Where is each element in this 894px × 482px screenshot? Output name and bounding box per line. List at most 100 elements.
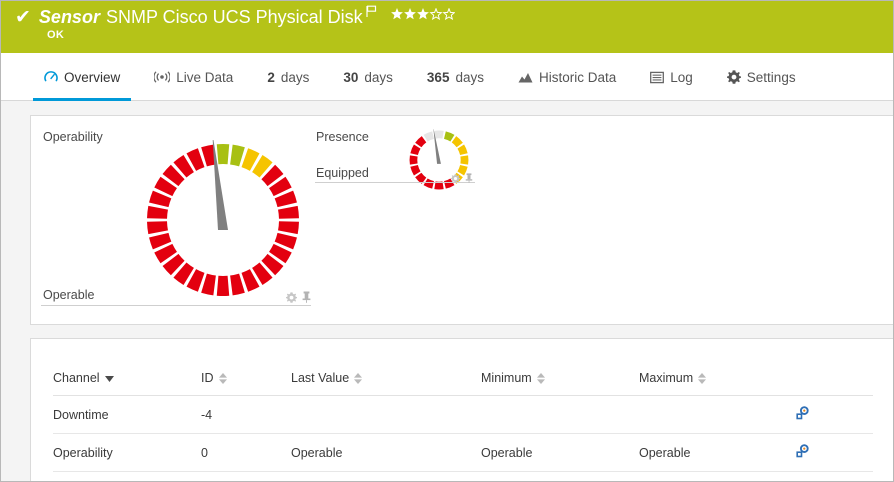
table-row[interactable]: Operability 0 Operable Operable Operable bbox=[53, 433, 873, 472]
gauge-segment bbox=[415, 172, 427, 184]
column-header-last-value[interactable]: Last Value bbox=[291, 365, 481, 396]
cell-maximum: Equipped bbox=[639, 471, 794, 481]
pin-icon[interactable] bbox=[465, 170, 473, 188]
gear-icon[interactable] bbox=[451, 170, 460, 188]
gauge-segment bbox=[252, 155, 273, 178]
gauge-segment bbox=[147, 205, 168, 219]
column-header-id[interactable]: ID bbox=[201, 365, 291, 396]
column-header-maximum-label: Maximum bbox=[639, 371, 694, 385]
gauge-segment bbox=[444, 131, 455, 142]
sensor-header-title-row: ✔ Sensor SNMP Cisco UCS Physical Disk bbox=[15, 5, 456, 29]
gauge-segment bbox=[423, 131, 434, 142]
gauge-presence-underline bbox=[315, 182, 475, 183]
gauge-segment bbox=[444, 178, 455, 189]
tab-live-data[interactable]: Live Data bbox=[137, 53, 250, 101]
tab-log[interactable]: Log bbox=[633, 53, 710, 101]
settings-icon[interactable] bbox=[794, 406, 810, 424]
gear-icon[interactable] bbox=[286, 290, 297, 308]
gauge-presence-value: Equipped bbox=[316, 166, 369, 180]
gauge-presence-title: Presence bbox=[316, 130, 369, 144]
table-header-row: Channel ID bbox=[53, 365, 873, 396]
tab-365-days-label: days bbox=[455, 69, 484, 85]
cell-channel: Operability bbox=[53, 433, 201, 472]
gauge-segment bbox=[162, 164, 185, 187]
cell-maximum bbox=[639, 395, 794, 434]
gauge-segment bbox=[261, 253, 284, 276]
sort-both-icon bbox=[218, 372, 227, 384]
tab-2-days-label: days bbox=[280, 69, 310, 85]
column-header-minimum-label: Minimum bbox=[481, 371, 532, 385]
gauge-segment bbox=[261, 164, 284, 187]
gauge-segment bbox=[162, 253, 185, 276]
gauge-operability-value: Operable bbox=[43, 288, 95, 302]
gauge-operability-title: Operability bbox=[43, 130, 103, 144]
tab-settings[interactable]: Settings bbox=[710, 53, 813, 101]
gauge-segment bbox=[186, 148, 205, 171]
gauge-needle bbox=[433, 129, 441, 164]
tab-30-days-label: days bbox=[364, 69, 393, 85]
gauge-segment bbox=[410, 144, 421, 155]
gauge-segment bbox=[423, 178, 434, 189]
tab-2-days-number: 2 bbox=[267, 69, 275, 85]
tab-overview-label: Overview bbox=[64, 69, 121, 85]
column-header-minimum[interactable]: Minimum bbox=[481, 365, 639, 396]
gauge-segment bbox=[173, 262, 194, 285]
gauge-segment bbox=[154, 243, 177, 264]
gauge-needle bbox=[212, 140, 228, 230]
settings-icon[interactable] bbox=[794, 444, 810, 462]
gauge-segment bbox=[434, 130, 444, 139]
cell-minimum: Operable bbox=[481, 433, 639, 472]
column-header-channel[interactable]: Channel bbox=[53, 365, 201, 396]
tab-historic-data[interactable]: Historic Data bbox=[501, 53, 633, 101]
cell-last-value: Operable bbox=[291, 433, 481, 472]
tab-historic-data-label: Historic Data bbox=[538, 69, 617, 85]
sensor-header: ✔ Sensor SNMP Cisco UCS Physical Disk bbox=[1, 1, 893, 53]
tab-log-label: Log bbox=[670, 69, 693, 85]
sort-both-icon bbox=[698, 372, 707, 384]
gauge-segment bbox=[186, 269, 205, 292]
tab-2-days[interactable]: 2 days bbox=[250, 53, 326, 101]
column-header-maximum[interactable]: Maximum bbox=[639, 365, 794, 396]
gauge-segment bbox=[201, 144, 216, 167]
tab-30-days-number: 30 bbox=[343, 69, 359, 85]
gauge-segment bbox=[149, 232, 172, 250]
cell-actions[interactable] bbox=[794, 433, 873, 472]
column-header-actions bbox=[794, 365, 873, 396]
gauge-segment bbox=[415, 136, 427, 148]
gear-icon bbox=[726, 70, 741, 84]
channels-panel: Channel ID bbox=[30, 338, 893, 481]
gauge-segment bbox=[241, 148, 260, 171]
flag-icon[interactable] bbox=[366, 5, 377, 23]
gauge-segment bbox=[460, 155, 469, 165]
table-row[interactable]: Presence 1 Equipped Equipped Equipped bbox=[53, 471, 873, 481]
sort-both-icon bbox=[354, 372, 363, 384]
gauge-segment bbox=[230, 273, 245, 296]
table-row[interactable]: Downtime -4 bbox=[53, 395, 873, 434]
cell-last-value bbox=[291, 395, 481, 434]
gauge-segment bbox=[278, 221, 299, 235]
cell-actions[interactable] bbox=[794, 471, 873, 481]
tab-overview[interactable]: Overview bbox=[27, 53, 137, 101]
priority-stars[interactable] bbox=[390, 6, 456, 22]
gauge-segment bbox=[147, 221, 168, 235]
channels-table-body: Downtime -4 bbox=[53, 395, 873, 481]
tab-365-days[interactable]: 365 days bbox=[410, 53, 501, 101]
pin-icon[interactable] bbox=[302, 290, 311, 308]
gauge-segment bbox=[230, 144, 245, 167]
gauge-presence-dial bbox=[409, 129, 469, 190]
tab-live-data-label: Live Data bbox=[176, 69, 234, 85]
gauge-presence-actions bbox=[451, 170, 473, 188]
gauge-operability-underline bbox=[41, 305, 311, 306]
gauge-segment bbox=[451, 136, 463, 148]
gauge-segment bbox=[173, 155, 194, 178]
cell-minimum: Equipped bbox=[481, 471, 639, 481]
gauge-icon bbox=[44, 70, 58, 84]
tab-30-days[interactable]: 30 days bbox=[326, 53, 410, 101]
gauge-operability: Operability Operable bbox=[31, 116, 321, 324]
cell-id: -4 bbox=[201, 395, 291, 434]
tab-list: Overview Live Data 2 days bbox=[27, 53, 813, 101]
cell-actions[interactable] bbox=[794, 395, 873, 434]
check-icon: ✔ bbox=[15, 6, 31, 28]
cell-maximum: Operable bbox=[639, 433, 794, 472]
